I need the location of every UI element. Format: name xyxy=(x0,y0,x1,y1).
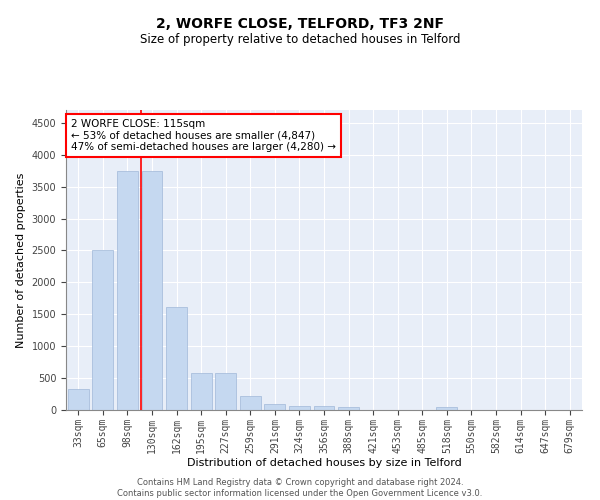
Bar xyxy=(314,406,334,410)
Text: Contains HM Land Registry data © Crown copyright and database right 2024.
Contai: Contains HM Land Registry data © Crown c… xyxy=(118,478,482,498)
Y-axis label: Number of detached properties: Number of detached properties xyxy=(16,172,26,348)
Bar xyxy=(68,389,89,410)
Bar xyxy=(338,407,359,410)
Bar xyxy=(117,170,138,410)
Bar xyxy=(92,250,113,410)
Bar xyxy=(436,407,457,410)
Bar xyxy=(289,406,310,410)
Bar xyxy=(166,306,187,410)
Bar xyxy=(142,170,163,410)
X-axis label: Distribution of detached houses by size in Telford: Distribution of detached houses by size … xyxy=(187,458,461,468)
Bar xyxy=(240,396,261,410)
Bar xyxy=(265,404,286,410)
Bar xyxy=(191,373,212,410)
Text: Size of property relative to detached houses in Telford: Size of property relative to detached ho… xyxy=(140,32,460,46)
Text: 2, WORFE CLOSE, TELFORD, TF3 2NF: 2, WORFE CLOSE, TELFORD, TF3 2NF xyxy=(156,18,444,32)
Bar xyxy=(215,373,236,410)
Text: 2 WORFE CLOSE: 115sqm
← 53% of detached houses are smaller (4,847)
47% of semi-d: 2 WORFE CLOSE: 115sqm ← 53% of detached … xyxy=(71,119,336,152)
